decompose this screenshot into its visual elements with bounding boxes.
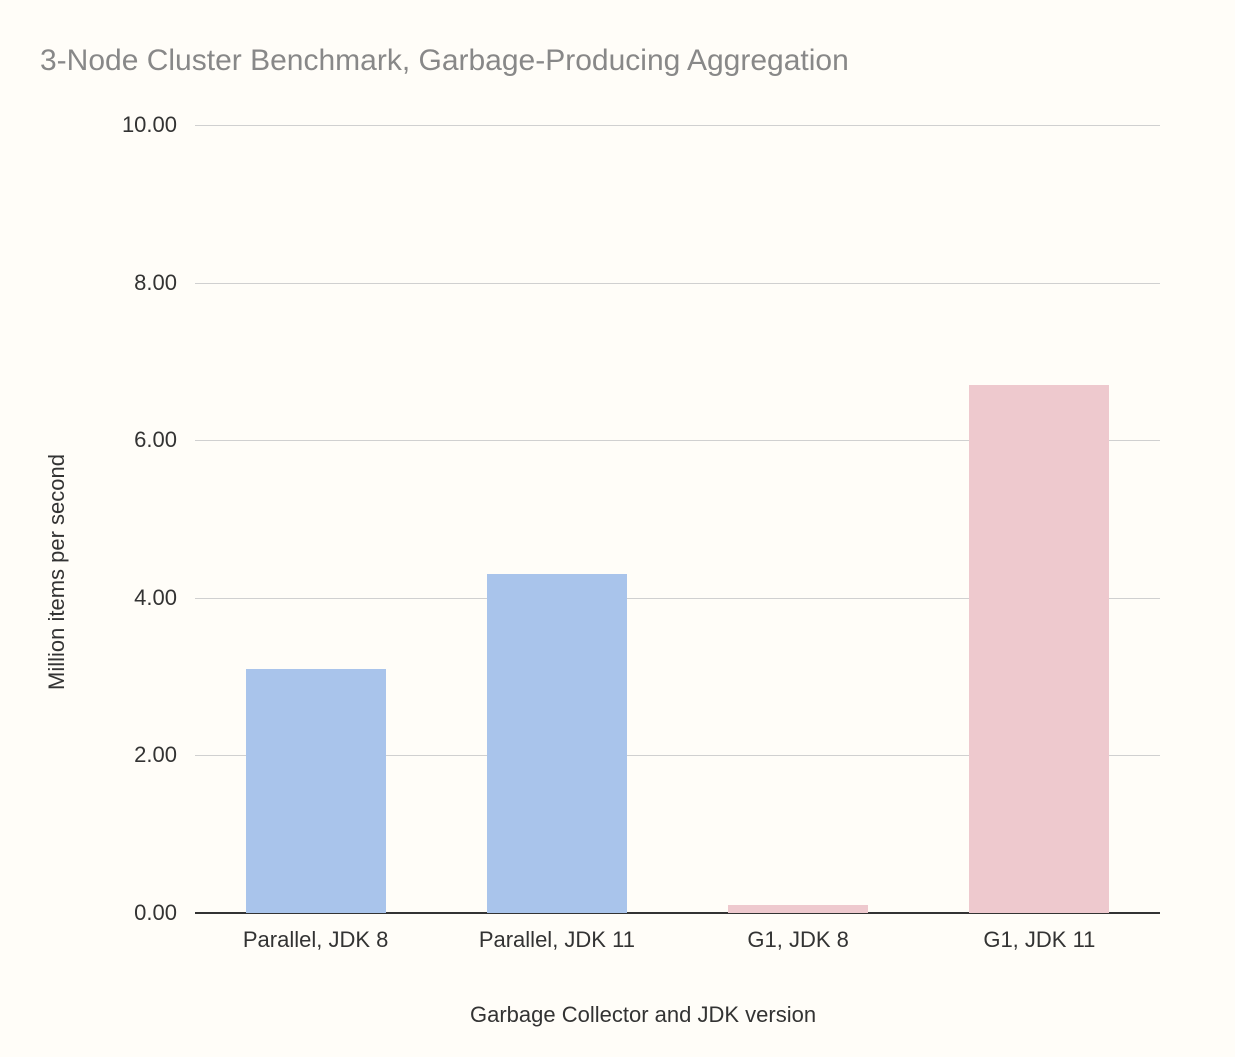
bar (246, 669, 386, 913)
x-tick-label: Parallel, JDK 11 (479, 927, 635, 953)
y-tick-label: 0.00 (134, 900, 177, 926)
gridline (195, 283, 1160, 284)
y-tick-label: 10.00 (122, 112, 177, 138)
y-tick-label: 4.00 (134, 585, 177, 611)
chart-title: 3-Node Cluster Benchmark, Garbage-Produc… (40, 44, 849, 78)
x-axis-label: Garbage Collector and JDK version (470, 1002, 816, 1028)
bar (969, 385, 1109, 913)
bar (728, 905, 868, 913)
x-tick-label: Parallel, JDK 8 (243, 927, 389, 953)
bar (487, 574, 627, 913)
y-tick-label: 8.00 (134, 270, 177, 296)
plot-area: 0.002.004.006.008.0010.00Parallel, JDK 8… (195, 125, 1160, 913)
y-tick-label: 6.00 (134, 427, 177, 453)
y-axis-label: Million items per second (44, 454, 70, 690)
x-tick-label: G1, JDK 11 (983, 927, 1095, 953)
chart-container: 3-Node Cluster Benchmark, Garbage-Produc… (0, 0, 1235, 1057)
x-tick-label: G1, JDK 8 (747, 927, 848, 953)
y-tick-label: 2.00 (134, 742, 177, 768)
gridline (195, 125, 1160, 126)
